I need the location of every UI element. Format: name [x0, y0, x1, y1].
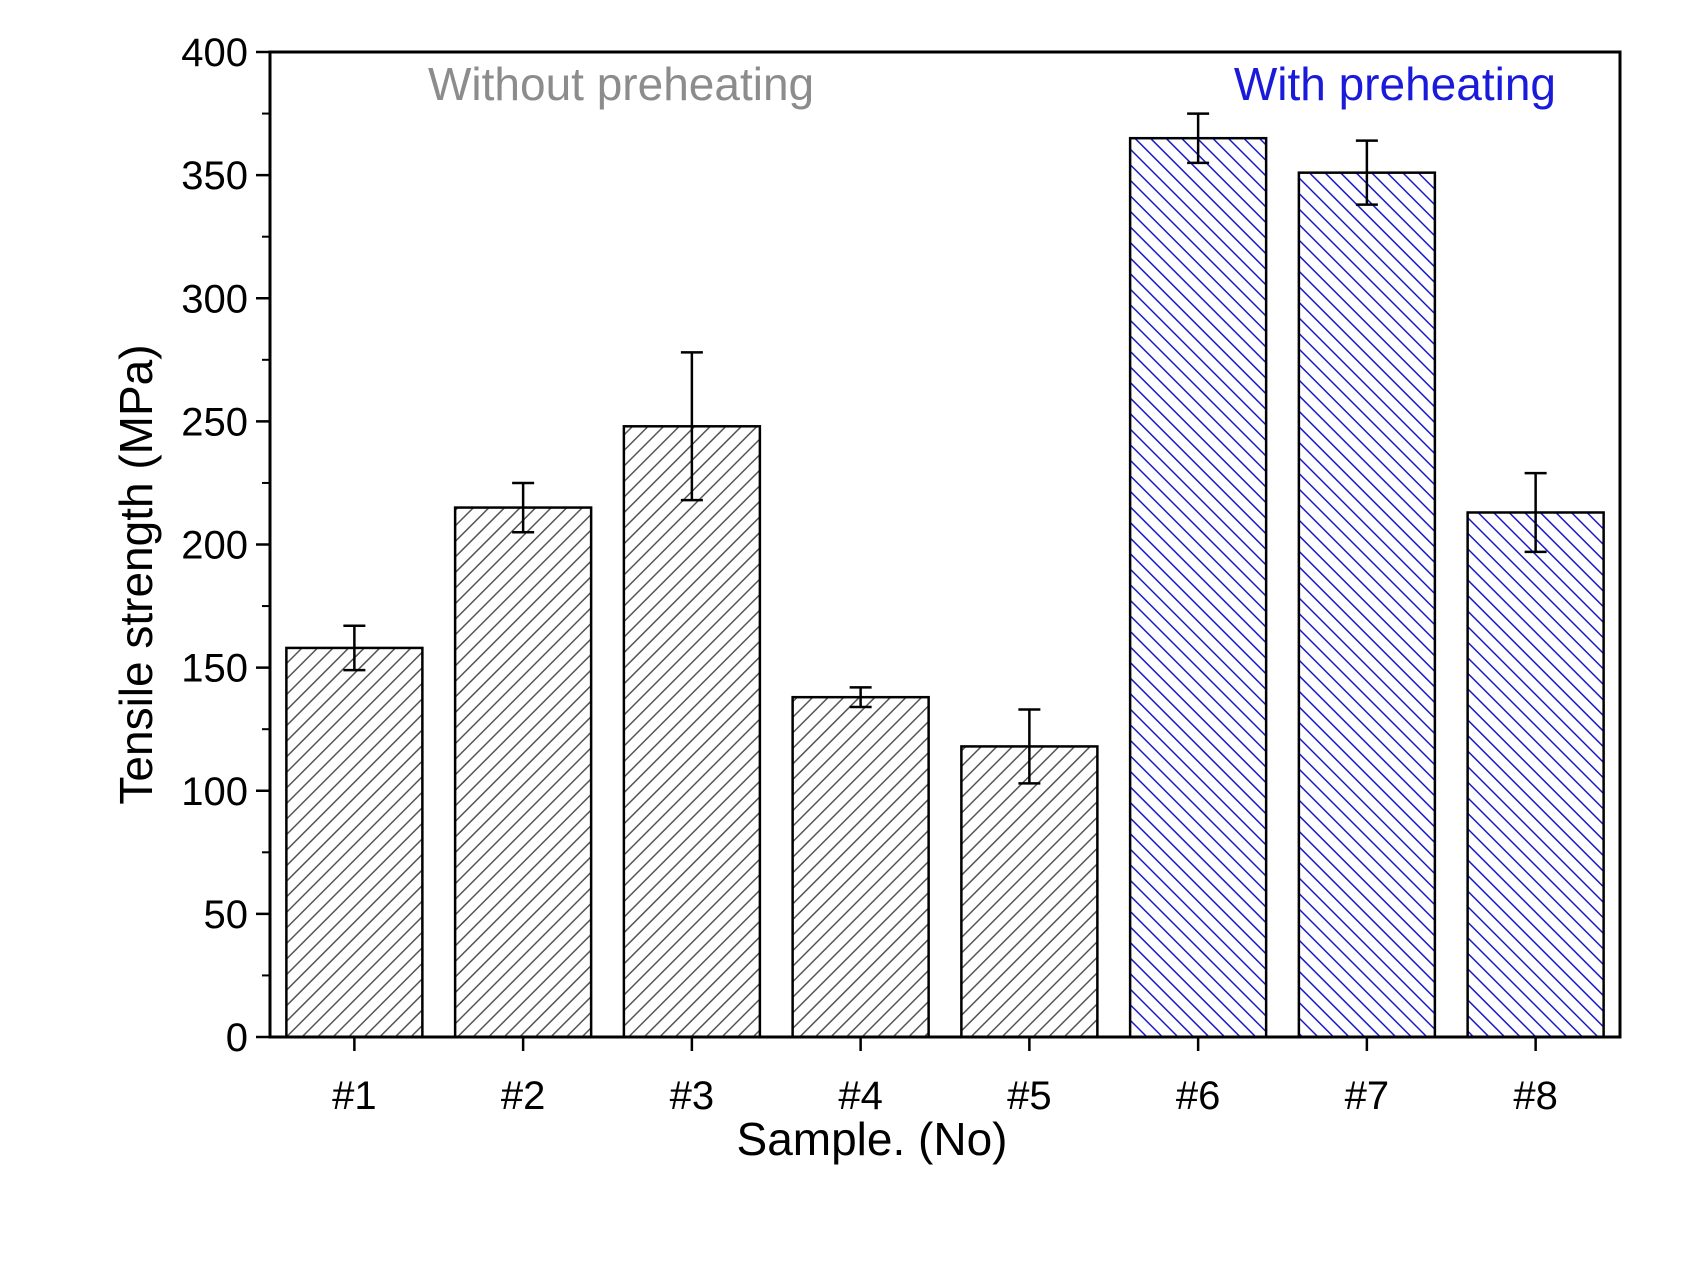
y-tick-label-400: 400: [181, 31, 248, 75]
y-tick-label-0: 0: [226, 1016, 248, 1060]
error-bar-6: [1187, 112, 1210, 165]
x-tick-label-6: #6: [1176, 1074, 1221, 1118]
bar-8: [1466, 511, 1605, 1039]
y-tick-label-300: 300: [181, 277, 248, 321]
bar-5: [960, 745, 1099, 1039]
x-axis: #1 #2 #3 #4 #5 #6 #7 #8: [332, 1037, 1558, 1118]
x-tick-label-8: #8: [1513, 1074, 1558, 1118]
bar-2: [453, 506, 593, 1039]
bar-4: [791, 695, 930, 1039]
y-axis: 0 50 100 150 200 250 300 350 400: [181, 31, 270, 1060]
group-label-without: Without preheating: [428, 58, 814, 110]
y-tick-label-100: 100: [181, 770, 248, 814]
error-bar-2: [512, 481, 535, 534]
error-bars-layer: [343, 112, 1547, 785]
x-axis-title: Sample. (No): [737, 1113, 1008, 1165]
error-bar-4: [849, 686, 872, 709]
error-bar-3: [680, 351, 703, 502]
x-tick-label-3: #3: [670, 1074, 715, 1118]
bar-7: [1297, 171, 1437, 1039]
x-tick-label-7: #7: [1345, 1074, 1390, 1118]
bar-6: [1128, 136, 1268, 1039]
error-bar-1: [343, 624, 366, 672]
x-tick-label-2: #2: [501, 1074, 546, 1118]
y-tick-label-150: 150: [181, 647, 248, 691]
y-tick-label-350: 350: [181, 154, 248, 198]
bar-3: [622, 425, 762, 1039]
y-tick-label-250: 250: [181, 400, 248, 444]
x-tick-label-1: #1: [332, 1074, 377, 1118]
y-tick-label-50: 50: [204, 893, 249, 937]
bar-1: [285, 646, 424, 1039]
error-bar-7: [1355, 139, 1378, 206]
x-tick-label-4: #4: [838, 1074, 883, 1118]
bars-layer: [285, 136, 1605, 1039]
group-label-with: With preheating: [1234, 58, 1556, 110]
y-axis-title: Tensile strength (MPa): [110, 344, 162, 804]
x-tick-label-5: #5: [1007, 1074, 1052, 1118]
error-bar-5: [1018, 708, 1041, 785]
y-tick-label-200: 200: [181, 524, 248, 568]
error-bar-8: [1524, 471, 1547, 554]
